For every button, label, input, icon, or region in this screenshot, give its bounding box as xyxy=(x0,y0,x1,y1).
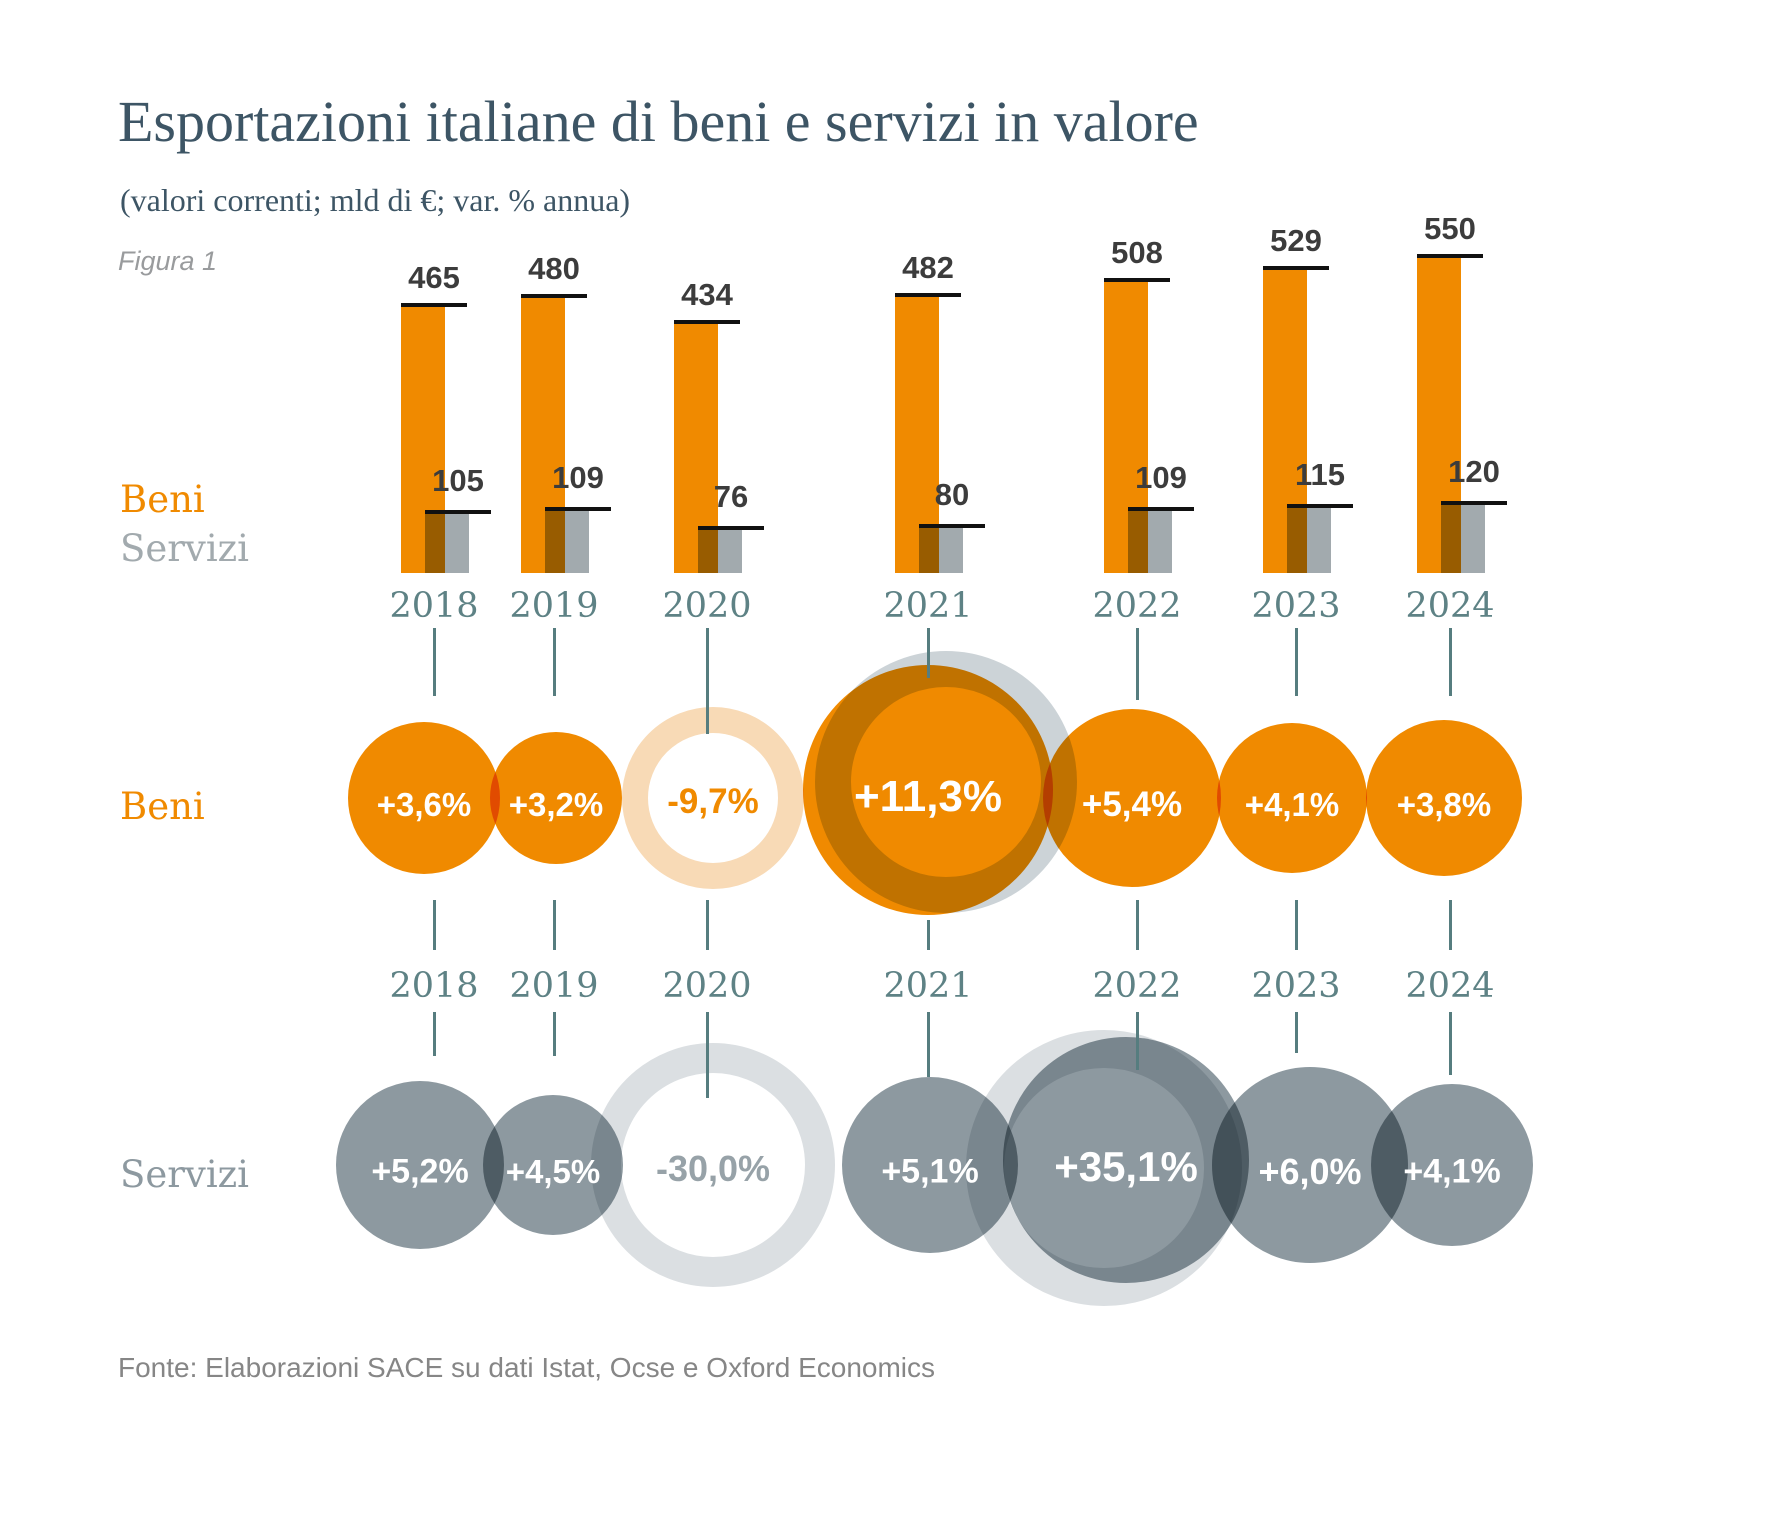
cap-beni-2022 xyxy=(1104,278,1170,282)
connector-mid-2020 xyxy=(706,900,709,950)
bar-servizi-2022 xyxy=(1128,510,1172,573)
bar-servizi-2023 xyxy=(1287,507,1331,573)
pct-label-beni-2024: +3,8% xyxy=(1396,786,1492,823)
bar-servizi-2018 xyxy=(425,513,469,573)
value-servizi-2020: 76 xyxy=(713,479,749,514)
connector-row2-2023 xyxy=(1295,1012,1298,1053)
value-servizi-2019: 109 xyxy=(552,460,604,495)
cap-servizi-2022 xyxy=(1128,507,1194,511)
year-label-row1-2018: 2018 xyxy=(389,586,479,626)
value-beni-2018: 465 xyxy=(408,260,460,295)
cap-servizi-2024 xyxy=(1441,501,1507,505)
connector-row1-2021 xyxy=(927,628,930,678)
connector-row2-2019 xyxy=(553,1012,556,1056)
pct-label-servizi-2023: +6,0% xyxy=(1258,1151,1362,1192)
year-label-row1-2020: 2020 xyxy=(662,586,752,626)
cap-beni-2020 xyxy=(674,320,740,324)
cap-beni-2018 xyxy=(401,303,467,307)
connector-row2-2024 xyxy=(1449,1012,1452,1075)
connector-mid-2018 xyxy=(433,900,436,950)
connector-row1-2022 xyxy=(1136,628,1139,700)
connector-row1-2019 xyxy=(553,628,556,696)
connector-mid-2023 xyxy=(1295,900,1298,950)
source-note: Fonte: Elaborazioni SACE su dati Istat, … xyxy=(118,1352,936,1383)
bar-servizi-2019 xyxy=(545,510,589,573)
pct-label-servizi-2019: +4,5% xyxy=(505,1153,601,1190)
cap-beni-2019 xyxy=(521,294,587,298)
value-servizi-2024: 120 xyxy=(1448,454,1500,489)
value-beni-2024: 550 xyxy=(1424,211,1476,246)
connector-row2-2021 xyxy=(927,1012,930,1077)
connector-mid-2019 xyxy=(553,900,556,950)
connector-row2-2020 xyxy=(706,1012,709,1098)
pct-label-beni-2019: +3,2% xyxy=(508,786,604,823)
cap-beni-2023 xyxy=(1263,266,1329,270)
year-label-row2-2021: 2021 xyxy=(883,966,973,1006)
cap-beni-2024 xyxy=(1417,254,1483,258)
cap-servizi-2018 xyxy=(425,510,491,514)
bar-servizi-2020 xyxy=(698,529,742,573)
cap-servizi-2021 xyxy=(919,524,985,528)
pct-label-beni-2021: +11,3% xyxy=(853,772,1003,821)
cap-servizi-2023 xyxy=(1287,504,1353,508)
legend-beni-label: Beni xyxy=(120,478,205,521)
bubble-beni-2024 xyxy=(1366,720,1522,876)
bubble-row-label-beni: Beni xyxy=(120,785,205,828)
bar-servizi-2021 xyxy=(919,527,963,573)
chart-subtitle: (valori correnti; mld di €; var. % annua… xyxy=(120,182,631,218)
legend-servizi-label: Servizi xyxy=(120,527,249,570)
connector-mid-2022 xyxy=(1136,900,1139,950)
value-beni-2020: 434 xyxy=(681,277,733,312)
year-label-row2-2020: 2020 xyxy=(662,966,752,1006)
bubble-beni-2018 xyxy=(348,722,500,874)
connector-mid-2024 xyxy=(1449,900,1452,950)
year-label-row2-2019: 2019 xyxy=(509,966,599,1006)
figure-label: Figura 1 xyxy=(118,246,218,276)
year-label-row2-2022: 2022 xyxy=(1092,966,1182,1006)
value-beni-2021: 482 xyxy=(902,250,954,285)
pct-label-servizi-2018: +5,2% xyxy=(371,1152,469,1191)
bubble-row-label-servizi: Servizi xyxy=(120,1153,249,1196)
value-servizi-2023: 115 xyxy=(1294,457,1345,492)
cap-beni-2021 xyxy=(895,293,961,297)
cap-servizi-2019 xyxy=(545,507,611,511)
bubble-servizi-2024 xyxy=(1371,1084,1533,1246)
value-servizi-2021: 80 xyxy=(934,477,970,512)
connector-row1-2018 xyxy=(433,628,436,696)
pct-label-beni-2022: +5,4% xyxy=(1081,785,1183,824)
year-label-row2-2023: 2023 xyxy=(1251,966,1341,1006)
bubble-beni-2023 xyxy=(1217,723,1367,873)
pct-label-servizi-2020: -30,0% xyxy=(655,1148,771,1189)
bubble-servizi-2018 xyxy=(336,1081,504,1249)
connector-mid-2021 xyxy=(927,920,930,950)
pct-label-servizi-2024: +4,1% xyxy=(1403,1152,1501,1191)
cap-servizi-2020 xyxy=(698,526,764,530)
year-label-row1-2023: 2023 xyxy=(1251,586,1341,626)
value-beni-2019: 480 xyxy=(528,251,580,286)
year-label-row1-2019: 2019 xyxy=(509,586,599,626)
year-label-row1-2021: 2021 xyxy=(883,586,973,626)
pct-label-beni-2023: +4,1% xyxy=(1244,786,1340,823)
year-label-row2-2018: 2018 xyxy=(389,966,479,1006)
connector-row1-2020 xyxy=(706,628,709,734)
pct-label-servizi-2021: +5,1% xyxy=(881,1152,979,1191)
pct-label-servizi-2022: +35,1% xyxy=(1054,1143,1198,1190)
connector-row2-2018 xyxy=(433,1012,436,1056)
value-beni-2023: 529 xyxy=(1270,223,1322,258)
bar-servizi-2024 xyxy=(1441,504,1485,573)
page-title: Esportazioni italiane di beni e servizi … xyxy=(118,89,1199,154)
value-beni-2022: 508 xyxy=(1111,235,1163,270)
year-label-row1-2022: 2022 xyxy=(1092,586,1182,626)
pct-label-beni-2018: +3,6% xyxy=(376,786,472,823)
pct-label-beni-2020: -9,7% xyxy=(667,782,759,821)
year-label-row2-2024: 2024 xyxy=(1405,966,1495,1006)
value-servizi-2022: 109 xyxy=(1135,460,1187,495)
connector-row2-2022 xyxy=(1136,1012,1139,1070)
connector-row1-2024 xyxy=(1449,628,1452,696)
bubble-beni-2019 xyxy=(490,732,622,864)
value-servizi-2018: 105 xyxy=(432,463,484,498)
year-label-row1-2024: 2024 xyxy=(1405,586,1495,626)
connector-row1-2023 xyxy=(1295,628,1298,696)
